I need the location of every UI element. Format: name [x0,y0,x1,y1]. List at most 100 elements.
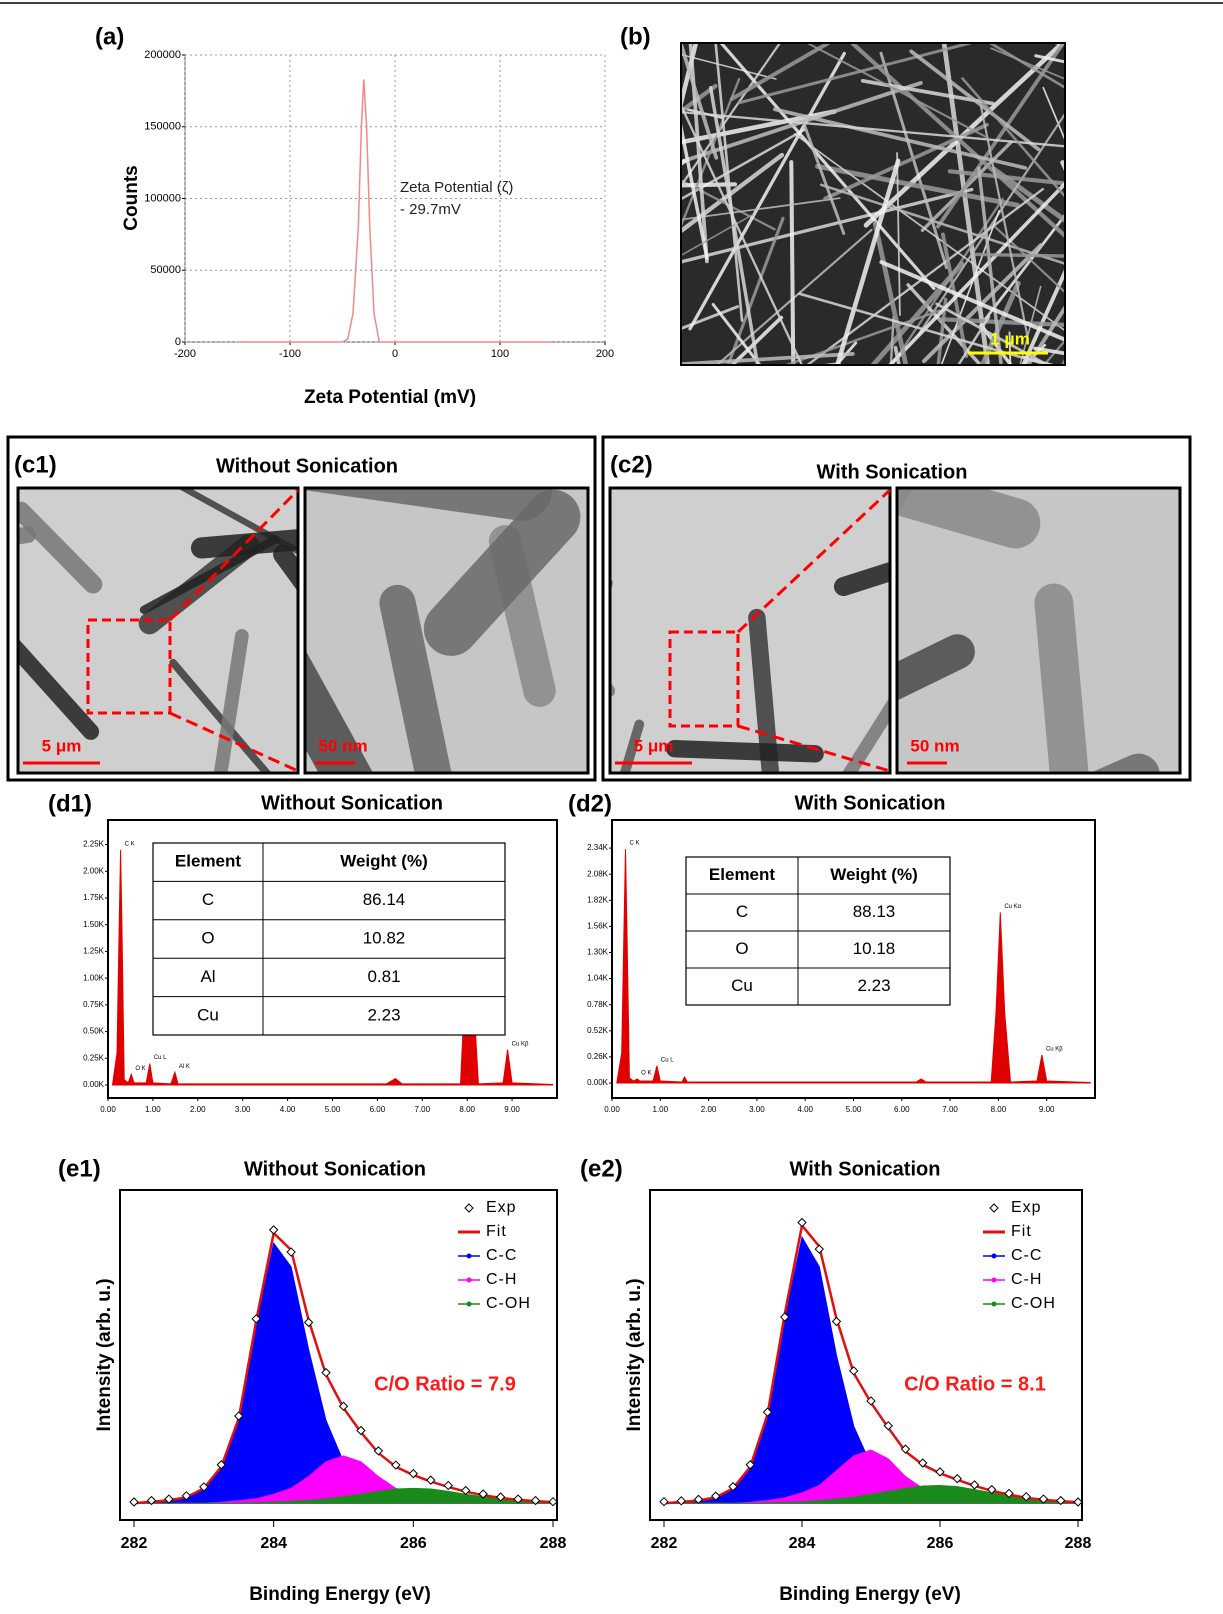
x-tick-label: 9.00 [504,1105,520,1114]
panel-label: (d2) [568,790,612,817]
fiber [681,197,841,221]
table-cell: 2.23 [857,976,890,995]
annotation: - 29.7mV [400,201,461,218]
fiber [897,488,1041,549]
exp-point [1056,1495,1066,1506]
fiber [961,77,1065,199]
exp-point [814,1244,824,1254]
x-tick-label: 5.00 [325,1105,341,1114]
table-cell: 86.14 [363,890,406,909]
fiber [681,109,837,145]
fiber [1109,290,1223,408]
exp-point [676,1496,686,1506]
table-cell: O [201,928,214,947]
x-tick-label: 200 [596,348,614,360]
exp-point [391,1460,401,1470]
fiber [980,324,1013,365]
legend-label: Exp [1011,1199,1042,1216]
image-frame [303,486,590,775]
fiber [681,305,740,331]
data-line [237,79,553,343]
panel-title: Without Sonication [216,455,398,477]
exp-point [199,1482,209,1492]
fiber [305,649,374,773]
exp-point [303,1317,314,1328]
chart-title: Without Sonication [261,792,443,814]
spectrum [111,849,553,1086]
x-tick-label: 284 [789,1535,816,1552]
zoom-box [668,630,740,728]
exp-point [745,1460,755,1470]
chart-title: With Sonication [795,792,946,814]
fiber [833,561,890,597]
peak-label: Al K [179,1064,190,1070]
legend-label: Fit [486,1223,507,1240]
fiber [1022,355,1058,365]
fiber [737,43,977,105]
legend-marker [991,1301,997,1307]
legend-marker [991,1253,997,1259]
fiber [929,405,1066,499]
fiber [937,317,1065,327]
fiber [1140,223,1223,341]
table-cell: 2.23 [367,1005,400,1024]
legend-label: C-OH [486,1295,531,1312]
fiber [681,102,804,365]
zoom-line [169,711,299,773]
x-tick-label: 6.00 [894,1105,910,1114]
exp-point [338,1401,349,1411]
fiber [855,0,994,35]
fiber [872,221,909,365]
x-tick-label: 286 [400,1535,427,1552]
legend-label: C-H [1011,1271,1042,1288]
y-tick-label: 2.08K [587,869,609,878]
fiber [1138,13,1201,240]
x-tick-label: 2.00 [190,1105,206,1114]
exp-point [693,1494,704,1505]
y-tick-label: 150000 [144,121,181,133]
scale-bar-label: 50 nm [318,736,367,755]
exp-point [321,1367,331,1378]
fiber [681,110,1065,148]
fiber [879,260,1065,342]
fiber [889,316,895,365]
plot-frame [649,1189,1083,1521]
legend-label: C-C [486,1247,517,1264]
exp-point [478,1489,488,1499]
fiber [909,49,1041,152]
exp-point [849,1366,859,1376]
legend-label: C-OH [1011,1295,1056,1312]
zoom-line [736,488,892,634]
peak-label: C K [630,841,640,847]
legend-marker [989,1203,999,1213]
table-cell: 10.18 [853,939,896,958]
exp-point [408,1468,419,1479]
panel-label: (d1) [48,790,92,817]
y-axis-label: Intensity (arb. u.) [624,1278,645,1431]
exp-point [164,1494,174,1504]
exp-point [268,1225,279,1235]
fiber [561,257,666,363]
micrograph [897,488,1180,773]
y-tick-label: 0.75K [83,1000,105,1009]
x-tick-label: 8.00 [459,1105,475,1114]
x-tick-label: 7.00 [942,1105,958,1114]
fiber [681,80,923,164]
y-tick-label: 200000 [144,49,181,61]
table-cell: Al [200,967,215,986]
plot-frame [119,1189,558,1521]
table-cell: 88.13 [853,902,896,921]
y-tick-label: 1.75K [83,893,105,902]
fiber [681,43,782,188]
fiber [783,309,941,365]
annotation: C/O Ratio = 7.9 [374,1373,516,1395]
fiber [1034,583,1089,773]
legend-label: Exp [486,1199,517,1216]
fiber [726,216,785,365]
legend-label: C-C [1011,1247,1042,1264]
legend-marker [466,1277,472,1283]
x-axis-label: Binding Energy (eV) [779,1584,961,1605]
y-tick-label: 2.34K [587,843,609,852]
legend-label: C-H [486,1271,517,1288]
y-tick-label: 2.00K [83,866,105,875]
